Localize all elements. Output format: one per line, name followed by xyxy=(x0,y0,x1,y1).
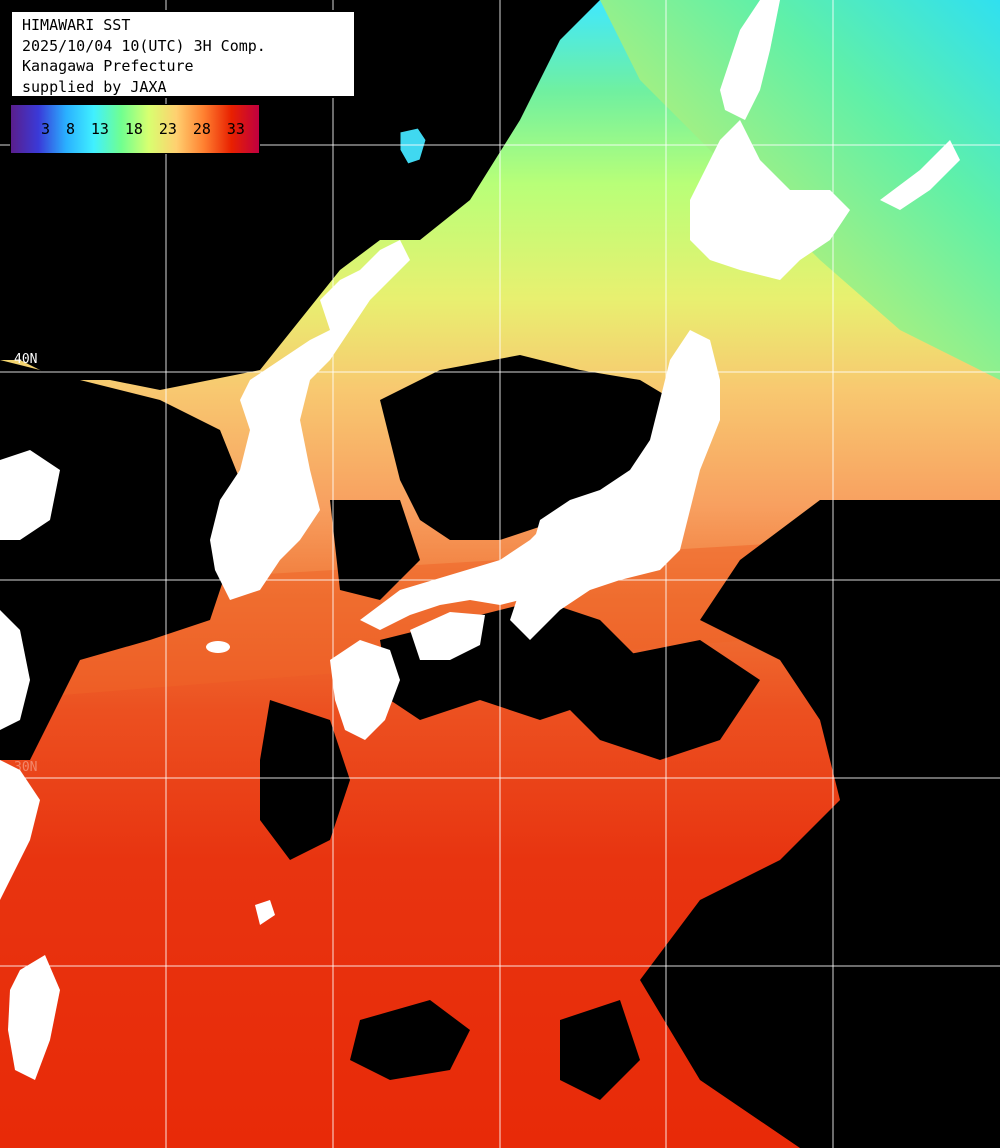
cloud-mid-pacific xyxy=(560,640,760,760)
colorbar-tick: 3 xyxy=(40,120,50,138)
land-china-coast xyxy=(0,760,40,900)
land-china-left-south xyxy=(0,610,30,730)
land xyxy=(0,0,960,1080)
cloud-southwest xyxy=(560,1000,640,1100)
title-line-1: HIMAWARI SST xyxy=(22,16,131,34)
title-line-3: Kanagawa Prefecture xyxy=(22,57,194,75)
colorbar-legend: 3 8 13 18 23 28 33 xyxy=(10,104,260,154)
land-honshu-central xyxy=(510,330,720,640)
island-cold-patch xyxy=(399,127,427,165)
land-jeju xyxy=(206,641,230,653)
land-izu-islands xyxy=(255,900,275,925)
cloud-west-coast xyxy=(0,360,240,760)
colorbar-tick: 13 xyxy=(90,120,109,138)
lat-label-30n: 30N xyxy=(14,760,38,775)
cloud-ryukyu xyxy=(260,700,350,860)
cloud-east-pacific xyxy=(640,500,1000,1148)
title-line-2: 2025/10/04 10(UTC) 3H Comp. xyxy=(22,36,266,55)
cloud-south xyxy=(350,1000,470,1080)
land-honshu-west xyxy=(360,520,550,630)
land-hokkaido xyxy=(690,120,850,280)
land-shikoku xyxy=(410,612,485,660)
land-china-left xyxy=(0,450,60,540)
land-china-korea xyxy=(210,240,410,600)
land-taiwan xyxy=(8,955,60,1080)
colorbar-tick: 8 xyxy=(65,120,75,138)
title-line-4: supplied by JAXA xyxy=(22,77,167,96)
colorbar-tick: 28 xyxy=(192,120,211,138)
land-kuril xyxy=(880,140,960,210)
lat-label-40n: 40N xyxy=(14,352,38,367)
land-kyushu xyxy=(330,640,400,740)
title-box: HIMAWARI SST 2025/10/04 10(UTC) 3H Comp.… xyxy=(10,10,356,98)
cloud-central xyxy=(330,500,420,600)
colorbar-tick: 33 xyxy=(226,120,245,138)
colorbar-tick: 23 xyxy=(158,120,177,138)
colorbar-tick: 18 xyxy=(124,120,143,138)
land-sakhalin xyxy=(720,0,780,120)
